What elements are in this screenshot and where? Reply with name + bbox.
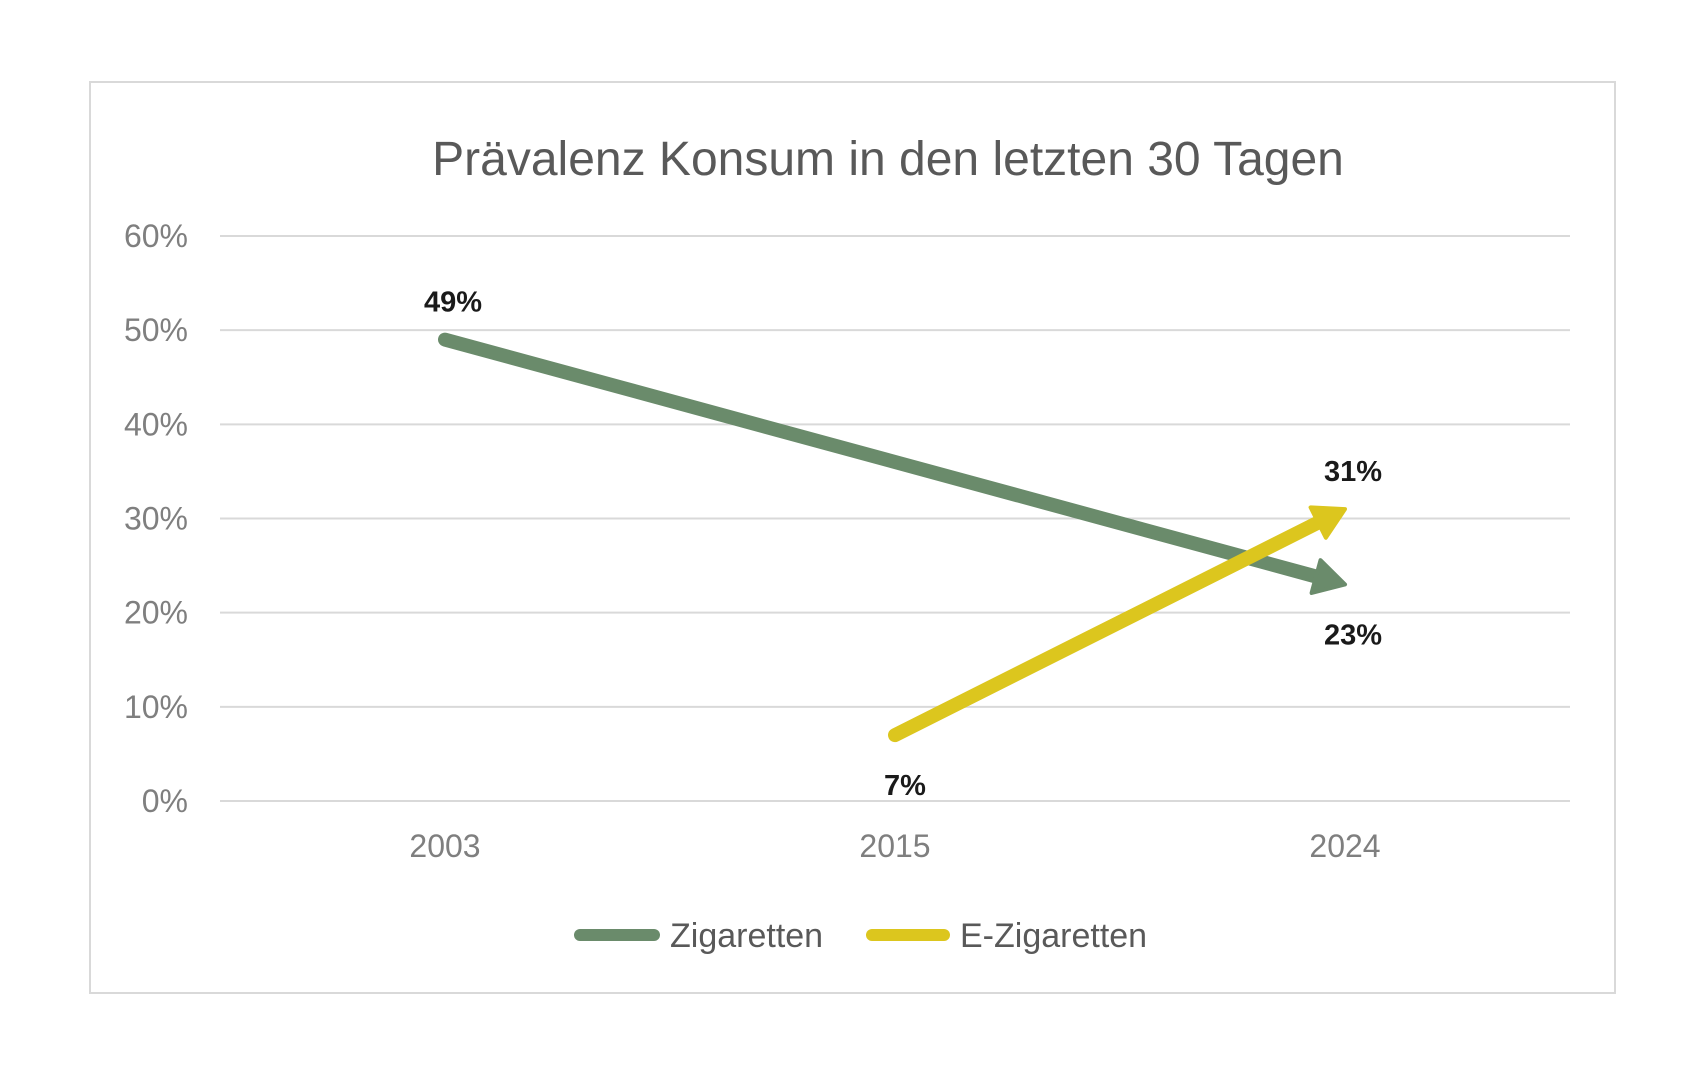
x-tick-label: 2015 [859, 828, 930, 864]
series-line-e-zigaretten [888, 514, 1327, 743]
series-arrowhead [1308, 505, 1347, 540]
gridlines [220, 235, 1570, 802]
x-axis-tick-labels: 2003 2015 2024 [409, 828, 1380, 864]
series-lines [438, 332, 1347, 743]
y-tick-label: 20% [124, 595, 188, 631]
legend: Zigaretten E-Zigaretten [574, 917, 1147, 955]
y-axis-tick-labels: 0% 10% 20% 30% 40% 50% 60% [124, 218, 188, 819]
chart-frame [89, 81, 1616, 994]
data-label: 7% [884, 770, 926, 802]
series-arrowhead [1309, 558, 1347, 595]
y-tick-label: 40% [124, 406, 188, 442]
series-line-zigaretten [438, 332, 1325, 585]
x-tick-label: 2024 [1309, 828, 1380, 864]
data-label: 31% [1324, 456, 1382, 488]
data-label: 23% [1324, 619, 1382, 651]
y-tick-label: 30% [124, 501, 188, 537]
y-tick-label: 60% [124, 218, 188, 254]
x-tick-label: 2003 [409, 828, 480, 864]
chart-title: Prävalenz Konsum in den letzten 30 Tagen [432, 133, 1344, 186]
y-tick-label: 0% [142, 783, 188, 819]
data-labels: 49% 23% 7% 31% [424, 287, 1382, 802]
y-tick-label: 50% [124, 312, 188, 348]
y-tick-label: 10% [124, 689, 188, 725]
data-label: 49% [424, 287, 482, 319]
legend-label: Zigaretten [670, 917, 823, 955]
legend-label: E-Zigaretten [960, 917, 1147, 955]
